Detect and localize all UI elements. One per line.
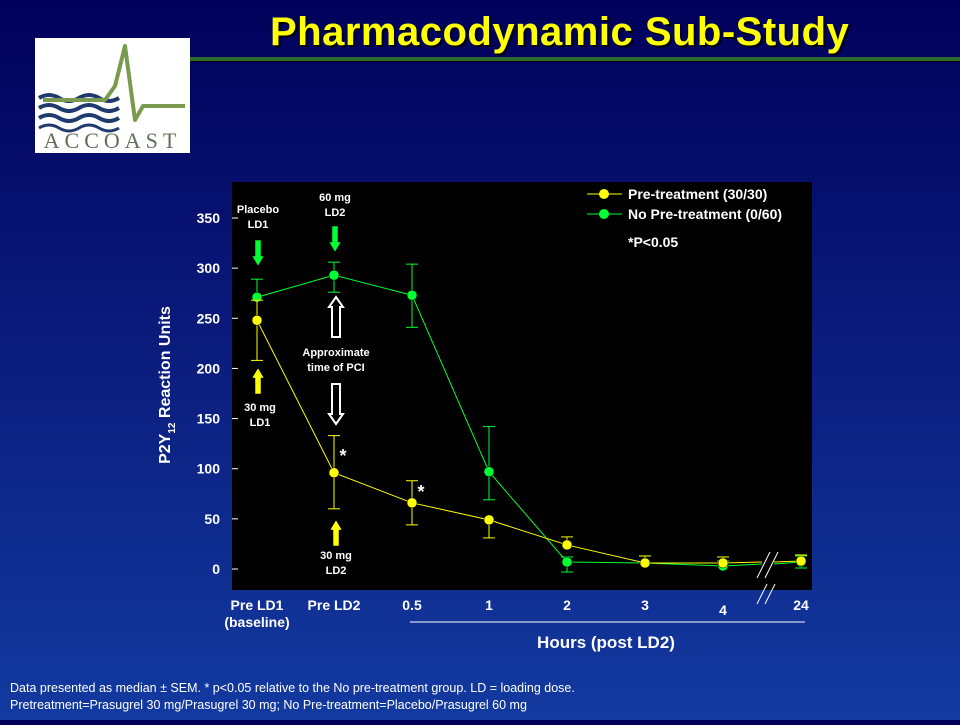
yellow-arrow-icon: [251, 367, 265, 395]
slide-title: Pharmacodynamic Sub-Study: [270, 10, 850, 54]
green-arrow-icon: [328, 225, 342, 253]
footnote-line-1: Data presented as median ± SEM. * p<0.05…: [10, 681, 575, 695]
y-axis-label: P2Y12 Reaction Units: [157, 306, 178, 464]
x-tick-label: 0.5: [402, 597, 422, 613]
annotation-approx-pci: time of PCI: [307, 362, 364, 374]
annotation-30mg-ld2: LD2: [326, 565, 347, 577]
yellow-arrow-icon: [329, 519, 343, 547]
data-point: [328, 269, 340, 281]
data-point: [483, 514, 495, 526]
data-point: [639, 557, 651, 569]
data-point: [717, 557, 729, 569]
x-tick-label: Pre LD2: [308, 597, 361, 613]
green-arrow-icon: [251, 239, 265, 267]
legend-label: No Pre-treatment (0/60): [628, 206, 782, 222]
y-tick-label: 250: [197, 310, 221, 326]
data-point: [328, 467, 340, 478]
annotation-30mg-ld1: 30 mg: [244, 402, 276, 414]
annotation-60mg-ld2: 60 mg: [319, 192, 351, 204]
annotation-30mg-ld2: 30 mg: [320, 550, 352, 562]
annotation-30mg-ld1: LD1: [250, 417, 271, 429]
x-tick-label: 3: [641, 597, 649, 613]
annotation-approx-pci: Approximate: [302, 347, 369, 359]
legend-label: Pre-treatment (30/30): [628, 186, 767, 202]
title-rule-shadow: [190, 61, 960, 62]
legend-marker: [599, 189, 609, 199]
axis-break-mark: [764, 583, 776, 605]
series-line-segment: [722, 561, 763, 564]
annotation-placebo-ld1: LD1: [248, 219, 269, 231]
accoast-logo: ACCOAST: [35, 38, 190, 153]
footnote-line-2: Pretreatment=Prasugrel 30 mg/Prasugrel 3…: [10, 698, 527, 712]
y-tick-label: 0: [212, 561, 220, 577]
data-point: [561, 556, 573, 568]
significance-note: *P<0.05: [628, 234, 678, 250]
pci-down-arrow-icon: [327, 383, 345, 426]
axis-break-mark: [756, 551, 771, 579]
data-point: [561, 539, 573, 551]
x-tick-label: 4: [719, 602, 727, 618]
data-point: [795, 555, 807, 567]
data-point: [251, 315, 263, 326]
data-point: [406, 289, 418, 301]
annotation-60mg-ld2: LD2: [325, 207, 346, 219]
x-tick-label: 2: [563, 597, 571, 613]
x-axis-label: Hours (post LD2): [537, 633, 675, 652]
x-tick-label: (baseline): [224, 614, 289, 630]
y-tick-label: 100: [197, 461, 221, 477]
y-tick-label: 150: [197, 411, 221, 427]
y-tick-label: 200: [197, 360, 221, 376]
legend-marker: [599, 209, 609, 219]
axis-break-mark: [756, 583, 768, 605]
significance-asterisk: *: [417, 482, 424, 502]
logo-text: ACCOAST: [43, 128, 182, 153]
x-tick-label: Pre LD1: [231, 597, 284, 613]
data-point: [406, 497, 418, 509]
y-tick-label: 50: [204, 511, 220, 527]
y-tick-label: 350: [197, 210, 221, 226]
data-point: [483, 466, 495, 477]
annotation-placebo-ld1: Placebo: [237, 204, 279, 216]
logo-graphic: [37, 44, 185, 133]
x-tick-label: 24: [793, 597, 809, 613]
pci-up-arrow-icon: [327, 295, 345, 338]
y-tick-label: 300: [197, 260, 221, 276]
plot-area: [232, 182, 812, 590]
x-tick-label: 1: [485, 597, 493, 613]
significance-asterisk: *: [339, 446, 346, 466]
title-rule: [190, 57, 960, 61]
series-line-segment: [722, 563, 763, 567]
axis-break-mark: [764, 551, 779, 579]
